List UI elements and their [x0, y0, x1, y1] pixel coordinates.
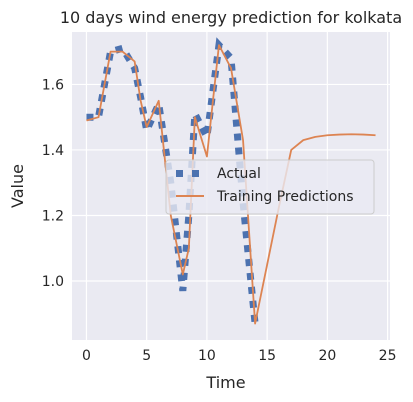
y-tick-label: 1.4 [42, 143, 64, 159]
x-tick-label: 25 [379, 348, 397, 364]
y-tick-label: 1.0 [42, 274, 64, 290]
y-tick-label: 1.2 [42, 208, 64, 224]
x-tick-label: 0 [82, 348, 91, 364]
legend-marker-actual [192, 170, 199, 177]
legend-label-actual: Actual [217, 166, 261, 182]
legend: Actual Training Predictions [166, 160, 374, 214]
y-tick-label: 1.6 [42, 77, 64, 93]
x-tick-label: 5 [142, 348, 151, 364]
legend-box [166, 160, 374, 214]
legend-label-prediction: Training Predictions [216, 189, 354, 205]
x-tick-label: 20 [318, 348, 336, 364]
x-tick-label: 15 [258, 348, 276, 364]
y-axis-label: Value [8, 164, 27, 208]
chart-title: 10 days wind energy prediction for kolka… [60, 8, 402, 27]
x-axis-label: Time [205, 373, 245, 392]
legend-marker-actual [176, 170, 183, 177]
x-tick-label: 10 [198, 348, 216, 364]
